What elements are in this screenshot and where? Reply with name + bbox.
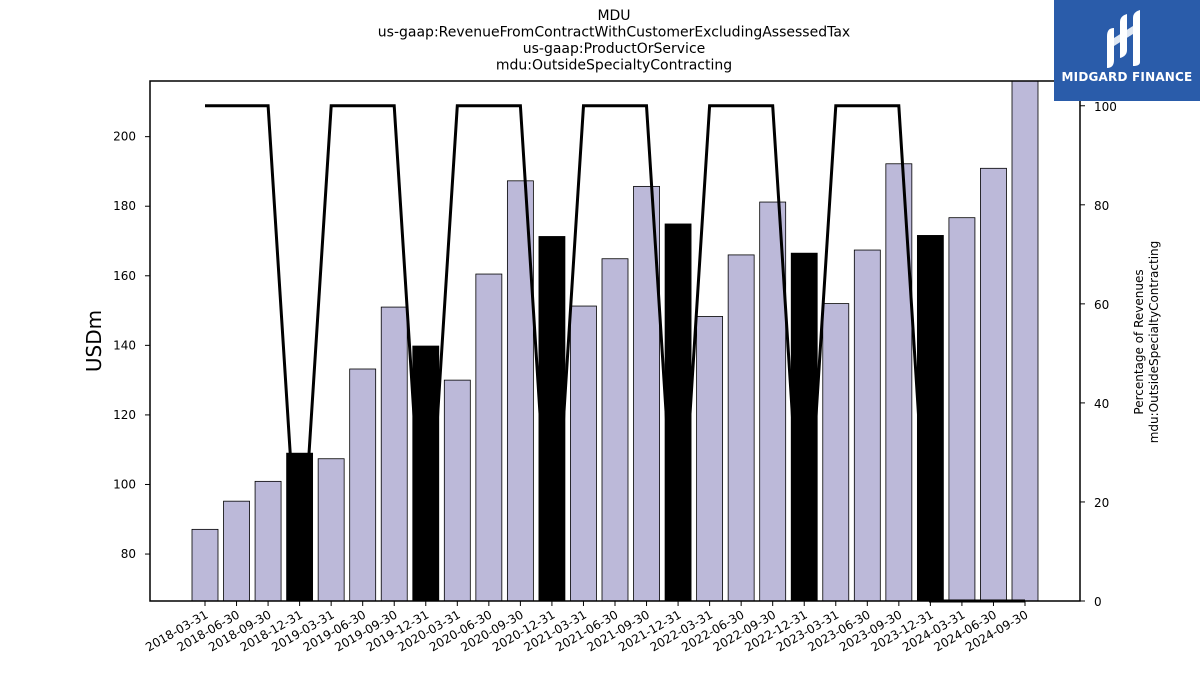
chart-title-line: mdu:OutsideSpecialtyContracting [496,58,732,74]
bar-2019-03-31 [317,458,345,602]
midgard-finance-logo: MIDGARD FINANCE [1054,0,1200,101]
bar-2019-06-30 [349,368,377,602]
chart-title-line: MDU [597,8,630,24]
midgard-logo-icon [1107,10,1140,68]
bar-2020-06-30 [475,273,503,602]
bar-2024-09-30 [1011,80,1039,602]
bar-2024-03-31 [948,217,976,602]
bar-2023-03-31 [822,303,850,602]
left-tick-label: 180 [113,199,136,213]
bar-2022-12-31 [790,252,818,602]
right-axis-label-line: mdu:OutsideSpecialtyContracting [1147,241,1161,444]
chart-title-line: us-gaap:ProductOrService [523,41,706,57]
right-y-axis: 0 20 40 60 80 100 [1080,100,1117,609]
bar-2020-12-31 [538,236,566,602]
right-tick-label: 100 [1094,100,1117,114]
bar-2018-09-30 [254,480,282,602]
right-tick-label: 60 [1094,298,1109,312]
left-tick-label: 200 [113,130,136,144]
left-tick-label: 160 [113,269,136,283]
right-tick-label: 80 [1094,199,1109,213]
bar-2018-06-30 [223,500,250,602]
left-axis-label: USDm [82,310,106,372]
right-tick-label: 0 [1094,595,1102,609]
right-tick-label: 40 [1094,397,1109,411]
percentage-line-series [205,104,1025,603]
logo-text: MIDGARD FINANCE [1061,70,1193,84]
bar-2022-03-31 [696,316,724,602]
right-axis-label-line: Percentage of Revenues [1132,269,1146,414]
left-y-axis: 80 100 120 140 160 180 200 [113,130,150,561]
left-tick-label: 120 [113,408,136,422]
bar-2020-03-31 [443,379,471,602]
bar-2021-12-31 [664,223,692,602]
right-tick-label: 20 [1094,496,1109,510]
bar-series [191,80,1039,602]
chart-title: MDUus-gaap:RevenueFromContractWithCustom… [378,8,850,74]
right-axis-label: Percentage of Revenuesmdu:OutsideSpecial… [1132,241,1161,444]
left-tick-label: 80 [121,547,136,561]
bar-2023-06-30 [853,249,881,602]
bar-2023-12-31 [916,235,944,602]
bar-2021-03-31 [570,305,597,602]
left-tick-label: 140 [113,338,136,352]
bar-2019-09-30 [380,306,408,602]
bar-2024-06-30 [980,167,1007,602]
bar-2022-06-30 [727,254,755,602]
x-axis: 2018-03-312018-06-302018-09-302018-12-31… [143,601,1031,654]
bar-2018-03-31 [191,528,219,602]
chart-title-line: us-gaap:RevenueFromContractWithCustomerE… [378,25,850,41]
percentage-line [205,104,1025,603]
bar-2021-06-30 [601,258,629,602]
left-tick-label: 100 [113,477,136,491]
